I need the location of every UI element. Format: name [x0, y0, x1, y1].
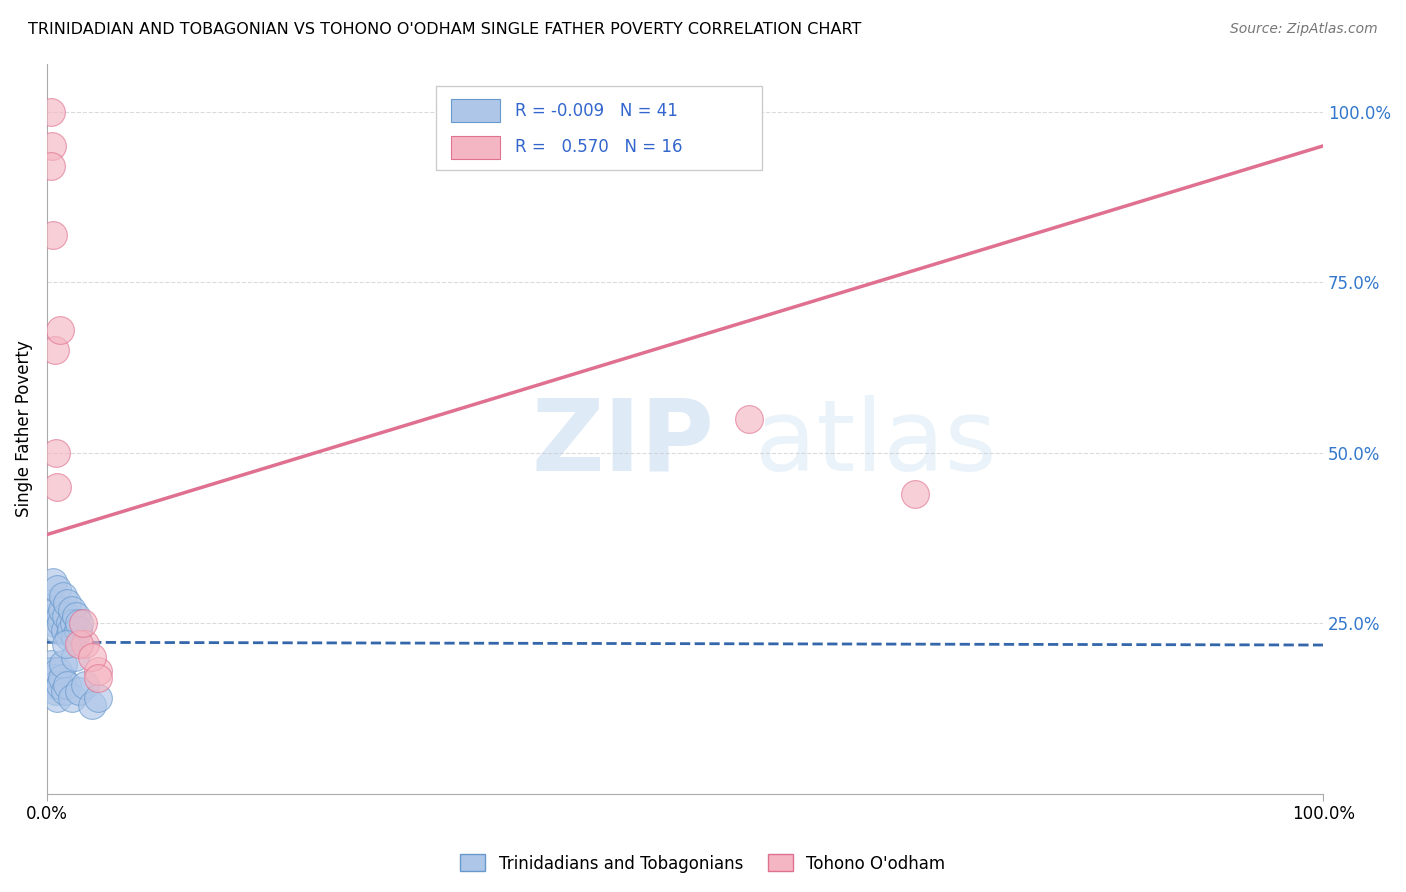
Point — [80, 698, 103, 712]
Point — [39, 104, 62, 119]
Point — [55, 637, 77, 651]
Point — [42, 671, 65, 685]
Point — [72, 616, 94, 631]
Point — [52, 589, 75, 603]
Point — [51, 671, 73, 685]
Point — [48, 323, 70, 337]
Point — [87, 664, 110, 678]
Point — [80, 650, 103, 665]
Point — [52, 657, 75, 672]
Point — [63, 650, 86, 665]
Text: R =   0.570   N = 16: R = 0.570 N = 16 — [515, 138, 683, 156]
Point — [904, 486, 927, 500]
Text: Source: ZipAtlas.com: Source: ZipAtlas.com — [1230, 22, 1378, 37]
Point — [65, 609, 87, 624]
Point — [39, 596, 62, 610]
Text: ZIP: ZIP — [531, 395, 714, 492]
Bar — [436, 86, 762, 169]
Point — [48, 623, 70, 637]
Point — [56, 596, 79, 610]
Text: TRINIDADIAN AND TOBAGONIAN VS TOHONO O'ODHAM SINGLE FATHER POVERTY CORRELATION C: TRINIDADIAN AND TOBAGONIAN VS TOHONO O'O… — [28, 22, 862, 37]
Point — [51, 602, 73, 616]
Text: R = -0.009   N = 41: R = -0.009 N = 41 — [515, 102, 678, 120]
Legend: Trinidadians and Tobagonians, Tohono O'odham: Trinidadians and Tobagonians, Tohono O'o… — [454, 847, 952, 880]
Point — [45, 684, 67, 698]
Point — [60, 623, 83, 637]
Point — [53, 684, 76, 698]
Point — [66, 623, 89, 637]
Point — [44, 677, 66, 691]
Point — [48, 677, 70, 691]
Point — [48, 609, 70, 624]
Point — [55, 609, 77, 624]
Y-axis label: Single Father Poverty: Single Father Poverty — [15, 341, 32, 517]
Point — [63, 630, 86, 644]
Point — [46, 480, 69, 494]
Point — [67, 637, 90, 651]
Point — [41, 139, 63, 153]
Point — [75, 677, 97, 691]
Point — [87, 691, 110, 706]
Point — [44, 616, 66, 631]
Point — [45, 602, 67, 616]
Point — [44, 343, 66, 358]
Point — [56, 677, 79, 691]
Point — [87, 671, 110, 685]
Bar — [451, 99, 501, 122]
Point — [41, 664, 63, 678]
Point — [62, 616, 84, 631]
Point — [738, 411, 761, 425]
Point — [49, 616, 72, 631]
Point — [75, 637, 97, 651]
Point — [48, 664, 70, 678]
Point — [62, 602, 84, 616]
Point — [53, 623, 76, 637]
Point — [42, 227, 65, 242]
Point — [42, 575, 65, 590]
Point — [46, 691, 69, 706]
Point — [39, 159, 62, 173]
Point — [62, 691, 84, 706]
Point — [39, 657, 62, 672]
Point — [46, 582, 69, 596]
Point — [59, 616, 82, 631]
Point — [67, 616, 90, 631]
Bar — [451, 136, 501, 159]
Point — [45, 446, 67, 460]
Point — [67, 684, 90, 698]
Point — [58, 630, 80, 644]
Text: atlas: atlas — [755, 395, 997, 492]
